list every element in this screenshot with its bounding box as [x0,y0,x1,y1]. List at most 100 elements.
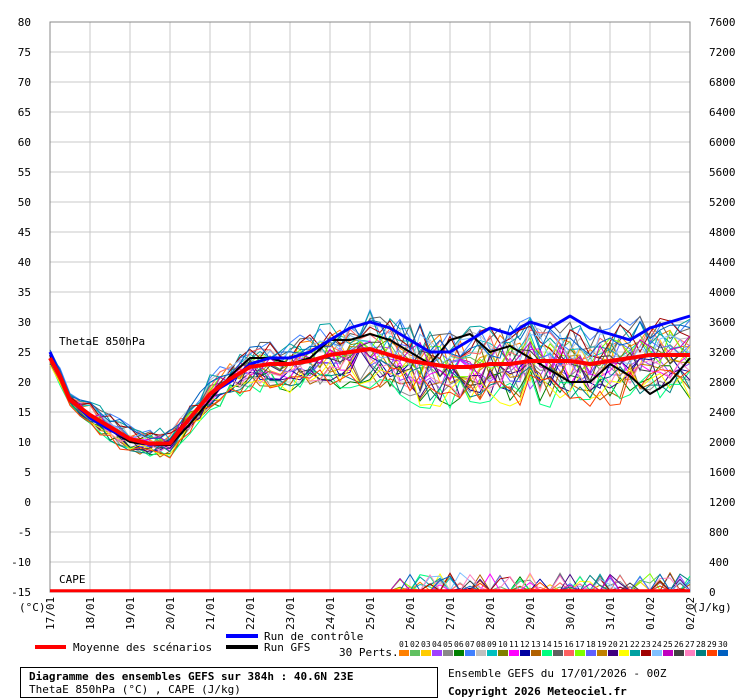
chart-legend: Moyenne des scénarios Run de contrôleRun … [35,630,728,659]
thetae-label: ThetaE 850hPa [59,335,145,348]
left-tick-label: 15 [18,406,31,419]
pert-swatch [696,650,706,656]
pert-number-label: 02 [410,640,420,649]
legend-perts-label: 30 Perts. [339,646,399,659]
right-tick-label: 6800 [709,76,736,89]
pert-swatch [652,650,662,656]
right-tick-label: 6000 [709,136,736,149]
pert-swatch [674,650,684,656]
pert-number-label: 28 [696,640,706,649]
pert-swatch [443,650,453,656]
left-tick-label: 40 [18,256,31,269]
pert-number-label: 04 [432,640,442,649]
pert-number-label: 13 [531,640,541,649]
footer-title: Diagramme des ensembles GEFS sur 384h : … [29,670,354,683]
pert-swatch [465,650,475,656]
pert-swatch [707,650,717,656]
pert-number-label: 26 [674,640,684,649]
x-tick-label: 02/02 [684,597,697,630]
pert-number-label: 16 [564,640,574,649]
pert-number-label: 18 [586,640,596,649]
right-tick-label: 5600 [709,166,736,179]
pert-swatch [597,650,607,656]
pert-swatch [608,650,618,656]
right-tick-label: 1600 [709,466,736,479]
right-tick-label: 2400 [709,406,736,419]
pert-number-label: 19 [597,640,607,649]
cape-label: CAPE [59,573,86,586]
pert-swatch [575,650,585,656]
footer-title-box: Diagramme des ensembles GEFS sur 384h : … [20,667,438,698]
left-tick-label: 50 [18,196,31,209]
pert-number-label: 05 [443,640,453,649]
pert-swatch [586,650,596,656]
right-tick-label: 7600 [709,16,736,29]
perturbation-line [49,360,691,459]
right-tick-label: 4400 [709,256,736,269]
legend-mean-label: Moyenne des scénarios [73,641,212,654]
ensemble-info: Ensemble GEFS du 17/01/2026 - 00Z [448,667,667,680]
perturbation-line [49,318,691,439]
x-tick-label: 17/01 [44,597,57,630]
right-tick-label: 0 [709,586,716,599]
pert-swatch [630,650,640,656]
x-tick-label: 22/01 [244,597,257,630]
perturbation-line [49,360,691,456]
left-tick-label: 5 [24,466,31,479]
left-axis-unit: (°C) [19,601,46,614]
pert-swatch [498,650,508,656]
pert-number-label: 24 [652,640,662,649]
right-tick-label: 2800 [709,376,736,389]
left-tick-label: 25 [18,346,31,359]
x-tick-label: 30/01 [564,597,577,630]
pert-swatch [564,650,574,656]
left-tick-label: 0 [24,496,31,509]
pert-number-label: 08 [476,640,486,649]
pert-number-label: 30 [718,640,728,649]
pert-number-label: 01 [399,640,409,649]
left-tick-label: 70 [18,76,31,89]
right-axis-unit: (J/kg) [692,601,732,614]
left-tick-label: 75 [18,46,31,59]
left-tick-label: 30 [18,316,31,329]
right-tick-label: 5200 [709,196,736,209]
pert-number-label: 27 [685,640,695,649]
left-tick-label: 20 [18,376,31,389]
right-tick-label: 4800 [709,226,736,239]
x-tick-label: 26/01 [404,597,417,630]
pert-swatch [553,650,563,656]
right-tick-label: 400 [709,556,729,569]
pert-swatch [410,650,420,656]
pert-swatch [531,650,541,656]
x-tick-label: 28/01 [484,597,497,630]
x-tick-label: 25/01 [364,597,377,630]
pert-swatch [476,650,486,656]
pert-number-label: 06 [454,640,464,649]
right-tick-label: 3600 [709,316,736,329]
x-tick-label: 31/01 [604,597,617,630]
x-tick-label: 29/01 [524,597,537,630]
pert-number-label: 25 [663,640,673,649]
pert-number-label: 23 [641,640,651,649]
x-tick-label: 23/01 [284,597,297,630]
left-tick-label: 10 [18,436,31,449]
left-tick-label: 35 [18,286,31,299]
right-tick-label: 2000 [709,436,736,449]
pert-swatch [421,650,431,656]
x-tick-label: 27/01 [444,597,457,630]
x-tick-label: 18/01 [84,597,97,630]
pert-swatch [718,650,728,656]
left-tick-label: 45 [18,226,31,239]
perturbation-line [49,359,691,455]
pert-number-label: 14 [542,640,552,649]
x-tick-label: 19/01 [124,597,137,630]
x-tick-label: 01/02 [644,597,657,630]
chart-grid [49,21,691,593]
pert-swatch [520,650,530,656]
legend-control-label: Run de contrôle [264,630,363,643]
main-series [48,314,691,593]
perturbation-line [49,317,691,440]
pert-swatch [454,650,464,656]
perturbation-line [49,309,691,441]
copyright: Copyright 2026 Meteociel.fr [448,685,627,698]
